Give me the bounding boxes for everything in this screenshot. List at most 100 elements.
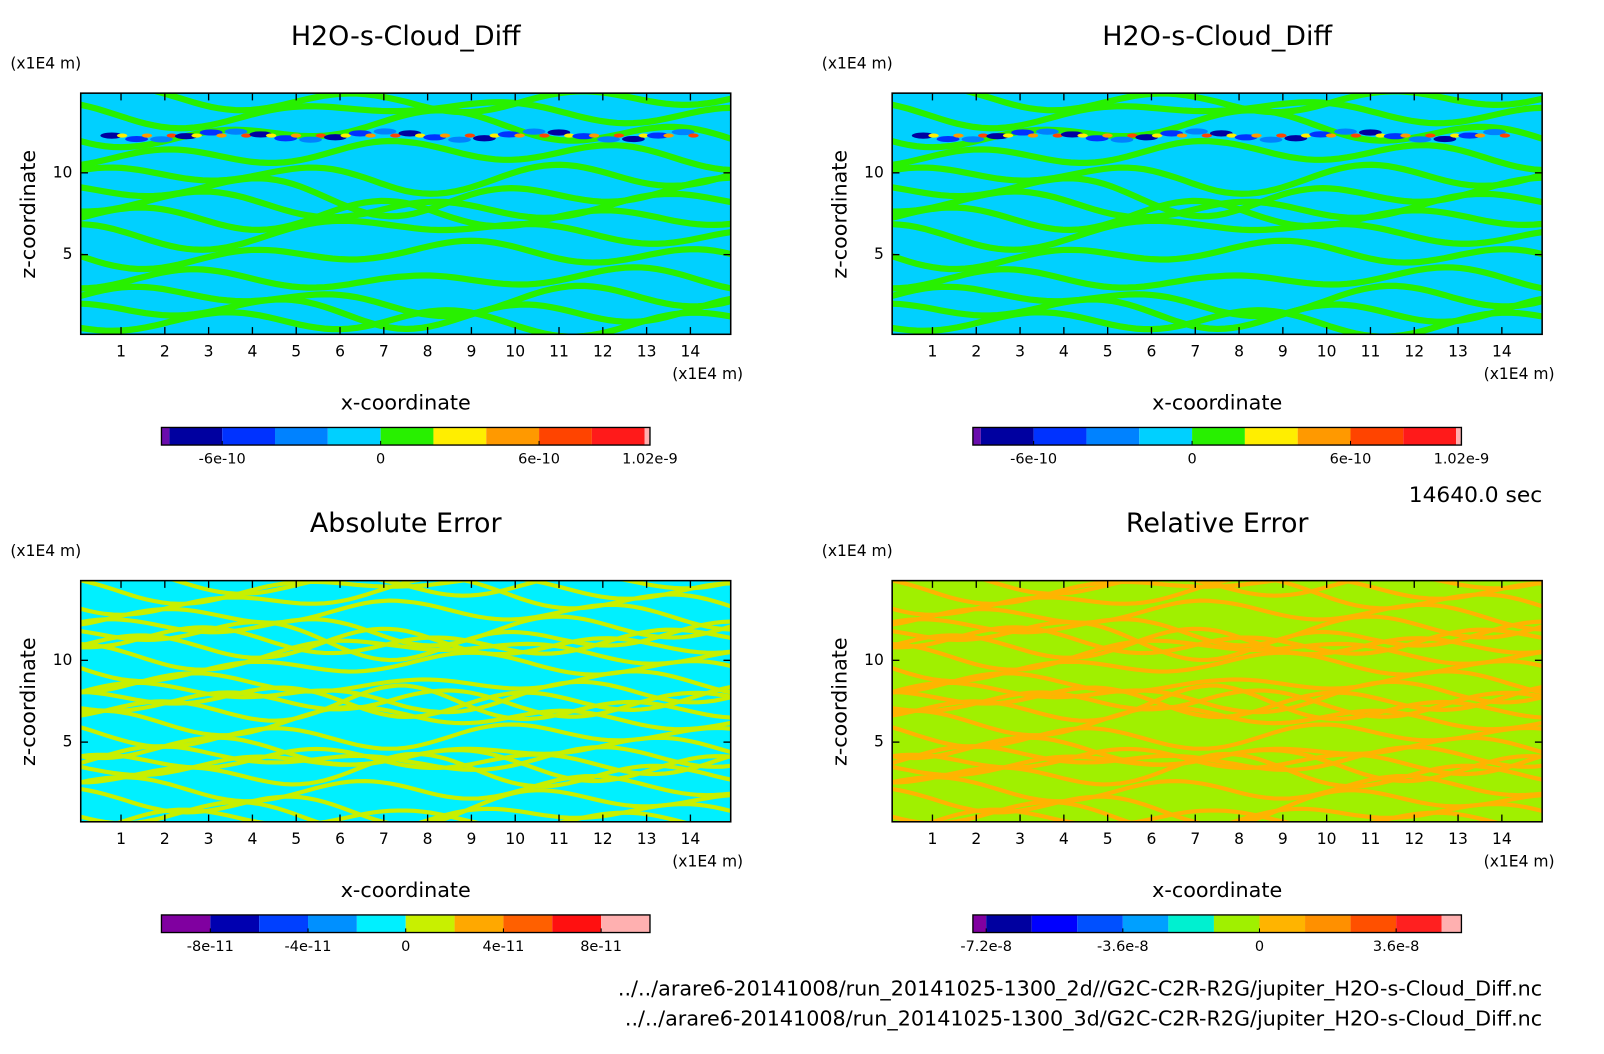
x-tick-label: 3 xyxy=(1015,830,1025,848)
cloud-blob xyxy=(174,133,198,140)
field-stripe xyxy=(80,688,731,719)
x-tick-label: 14 xyxy=(1492,830,1512,848)
cloud-blob xyxy=(613,133,625,138)
cloud-blob xyxy=(100,132,124,139)
colorbar-tick-label: 0 xyxy=(1255,939,1264,955)
x-tick-label: 9 xyxy=(466,830,476,848)
colorbar-segment xyxy=(1192,427,1245,446)
cloud-blob xyxy=(1259,136,1283,143)
cloud-blob xyxy=(299,136,322,143)
field-stripe xyxy=(80,307,731,335)
field-stripe xyxy=(80,679,731,715)
colorbar-segment xyxy=(986,914,1032,933)
x-tick-label: 7 xyxy=(1190,342,1200,360)
cloud-blob xyxy=(1251,133,1262,138)
x-tick-label: 6 xyxy=(1147,342,1157,360)
field-stripe xyxy=(114,807,690,822)
plot-frame xyxy=(891,92,1543,336)
field-stripe xyxy=(892,217,1543,253)
x-tick-label: 10 xyxy=(505,342,525,360)
plot-frame xyxy=(79,579,732,823)
x-tick-label: 14 xyxy=(681,830,701,848)
y-tick-label: 5 xyxy=(874,733,884,751)
colorbar-tick-label: -3.6e-8 xyxy=(1097,939,1149,955)
colorbar-tick-label: -6e-10 xyxy=(1010,452,1057,468)
cloud-blob xyxy=(1450,133,1461,138)
y-unit: (x1E4 m) xyxy=(10,542,81,560)
x-tick-label: 5 xyxy=(291,342,301,360)
colorbar-tick-label: -4e-11 xyxy=(285,939,332,955)
panel: Absolute Error (x1E4 m) (x1E4 m) x-coordina… xyxy=(10,508,743,955)
cloud-blob xyxy=(514,133,525,138)
colorbar-segment xyxy=(1350,914,1397,933)
field-stripe xyxy=(80,237,731,273)
field-stripe xyxy=(892,93,1543,116)
y-tick-label: 10 xyxy=(53,651,73,669)
colorbar-tick-label: 0 xyxy=(401,939,410,955)
x-tick-label: 3 xyxy=(204,342,214,360)
colorbar-segment xyxy=(161,427,170,446)
colorbar-segment xyxy=(161,914,211,933)
cloud-blob xyxy=(1284,135,1308,142)
cloud-blob xyxy=(1151,133,1163,138)
cloud-blob xyxy=(290,133,302,138)
x-axis-label: x-coordinate xyxy=(341,878,471,902)
field-stripe xyxy=(80,704,731,738)
field-stripe xyxy=(80,598,731,632)
colorbar-segment xyxy=(552,914,602,933)
field-stripe xyxy=(892,264,1543,292)
cloud-blob xyxy=(961,136,985,143)
x-tick-label: 14 xyxy=(1492,342,1512,360)
field-stripe xyxy=(80,217,731,253)
cloud-blob xyxy=(1400,133,1411,138)
x-tick-label: 11 xyxy=(1361,830,1381,848)
field-stripe xyxy=(892,688,1543,719)
field-stripe xyxy=(80,619,731,663)
field-stripe xyxy=(80,580,731,617)
contour-field xyxy=(892,93,1543,335)
colorbar-segment xyxy=(454,914,504,933)
y-unit: (x1E4 m) xyxy=(10,55,81,73)
cloud-blob xyxy=(1027,133,1039,138)
field-stripe xyxy=(892,626,1543,660)
plot-frame xyxy=(891,579,1543,823)
field-stripe xyxy=(892,614,1543,648)
x-unit: (x1E4 m) xyxy=(672,365,743,383)
x-tick-label: 3 xyxy=(204,830,214,848)
cloud-blob xyxy=(522,128,546,135)
field-stripe xyxy=(80,626,731,660)
colorbar-segment xyxy=(1456,427,1462,446)
cloud-blob xyxy=(464,133,476,138)
file-path: ../../arare6-20141008/run_20141025-1300_… xyxy=(625,1006,1542,1031)
cloud-blob xyxy=(224,128,248,135)
cloud-blob xyxy=(1077,133,1088,138)
x-tick-label: 13 xyxy=(1448,342,1468,360)
contour-field xyxy=(80,580,731,822)
field-stripe xyxy=(892,598,1543,632)
colorbar-tick-label: 1.02e-9 xyxy=(622,452,678,468)
cloud-blob xyxy=(1383,133,1407,140)
y-axis-label: z-coordinate xyxy=(16,150,40,279)
field-stripe xyxy=(80,751,731,789)
cloud-blob xyxy=(953,133,964,138)
cloud-blob xyxy=(1408,136,1432,143)
cloud-blob xyxy=(274,135,298,142)
cloud-blob xyxy=(986,133,1010,140)
field-stripe xyxy=(892,704,1543,738)
field-stripe xyxy=(80,744,731,772)
x-tick-label: 12 xyxy=(1404,342,1424,360)
y-axis-label: z-coordinate xyxy=(827,637,851,766)
colorbar-segment xyxy=(433,427,487,446)
colorbar-segment xyxy=(405,914,455,933)
field-stripe xyxy=(892,99,1543,132)
colorbar-tick-label: 6e-10 xyxy=(1330,452,1372,468)
cloud-blob xyxy=(315,133,327,138)
field-stripe xyxy=(892,751,1543,789)
x-tick-label: 2 xyxy=(971,830,981,848)
field-stripe xyxy=(892,237,1543,273)
colorbar-segment xyxy=(169,427,223,446)
x-tick-label: 1 xyxy=(116,830,126,848)
field-stripe xyxy=(892,137,1543,174)
panel-title: Relative Error xyxy=(1126,508,1310,539)
